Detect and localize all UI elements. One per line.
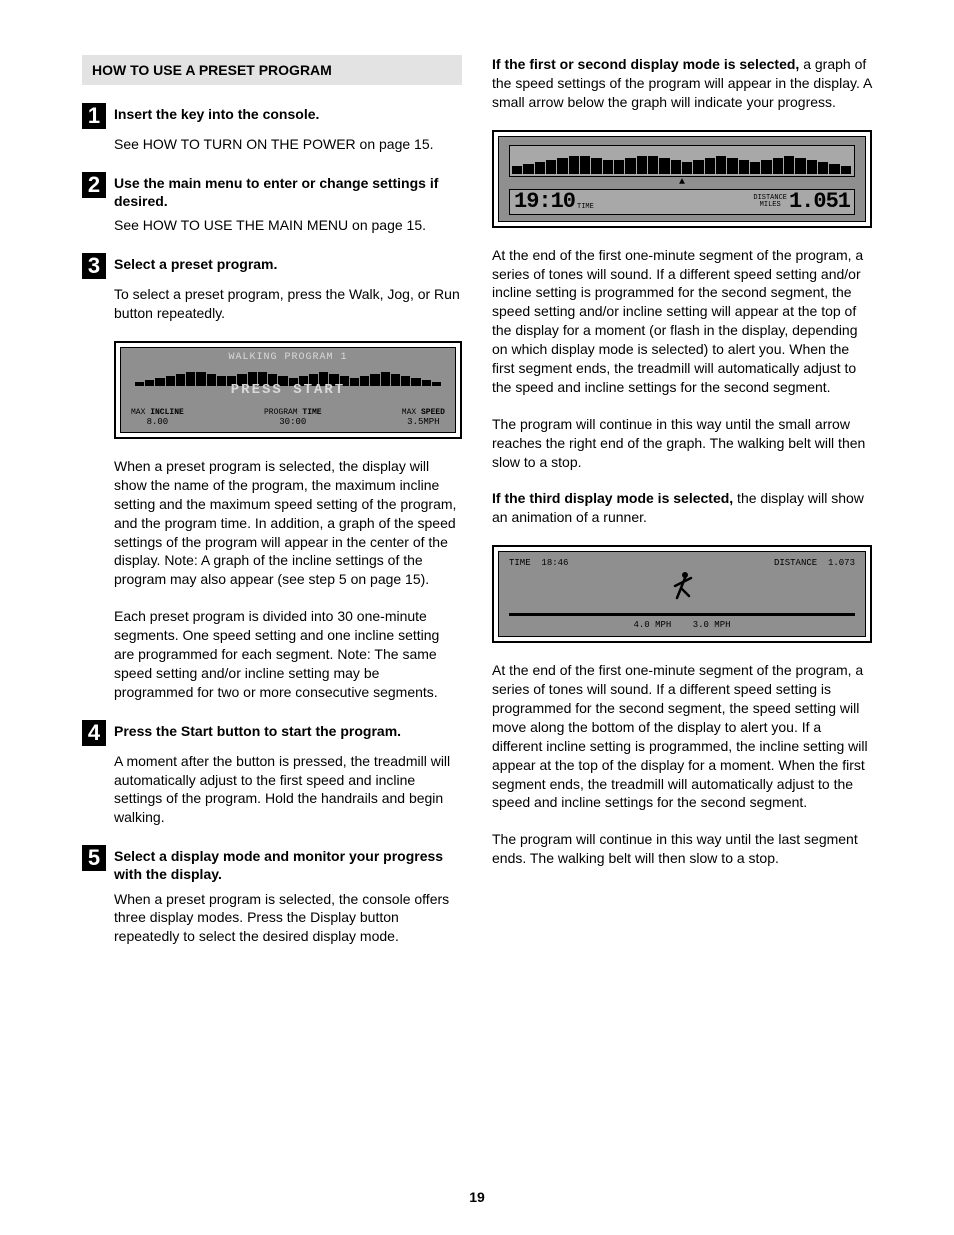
lcd-readout: 19:10 TIME DISTANCEMILES 1.051	[509, 189, 855, 215]
step-title: Select a display mode and monitor your p…	[114, 845, 462, 883]
lcd-distance: DISTANCE 1.073	[774, 558, 855, 568]
right-column: If the first or second display mode is s…	[492, 55, 872, 964]
section-header: HOW TO USE A PRESET PROGRAM	[82, 55, 462, 85]
step-number: 3	[82, 253, 106, 279]
step-body: Each preset program is divided into 30 o…	[114, 607, 462, 701]
bold-run: If the third display mode is selected,	[492, 490, 733, 506]
step-1: 1 Insert the key into the console.	[82, 103, 462, 129]
lcd-inner: TIME 18:46 DISTANCE 1.073 4.0 MPH 3.0 MP…	[498, 551, 866, 637]
lcd-inner: WALKING PROGRAM 1 PRESS START MAX INCLIN…	[120, 347, 456, 433]
lcd-max-incline: MAX INCLINE 8.00	[131, 409, 184, 428]
lcd-distance-value: 1.051	[789, 189, 854, 214]
step-title: Use the main menu to enter or change set…	[114, 172, 462, 210]
lcd-track-line	[509, 613, 855, 616]
step-body: When a preset program is selected, the d…	[114, 457, 462, 589]
paragraph: At the end of the first one-minute segme…	[492, 661, 872, 812]
paragraph: The program will continue in this way un…	[492, 830, 872, 868]
page-number: 19	[0, 1189, 954, 1205]
paragraph: The program will continue in this way un…	[492, 415, 872, 472]
lcd-mph-2: 3.0 MPH	[693, 620, 731, 630]
bold-run: If the first or second display mode is s…	[492, 56, 799, 72]
paragraph: At the end of the first one-minute segme…	[492, 246, 872, 397]
paragraph: If the third display mode is selected, t…	[492, 489, 872, 527]
lcd-mph-1: 4.0 MPH	[633, 620, 671, 630]
step-body: See HOW TO TURN ON THE POWER on page 15.	[114, 135, 462, 154]
lcd-time-label: TIME	[575, 203, 594, 214]
lcd-stats-row: MAX INCLINE 8.00 PROGRAM TIME 30:00 MAX …	[131, 409, 445, 428]
lcd-progress-graph	[509, 145, 855, 177]
lcd-distance-label: DISTANCEMILES	[753, 195, 789, 209]
step-body: When a preset program is selected, the c…	[114, 890, 462, 947]
lcd-runner-top-row: TIME 18:46 DISTANCE 1.073	[509, 558, 855, 568]
left-column: HOW TO USE A PRESET PROGRAM 1 Insert the…	[82, 55, 462, 964]
lcd-press-start: PRESS START	[121, 382, 455, 398]
step-body: A moment after the button is pressed, th…	[114, 752, 462, 828]
lcd-time-value: 19:10	[510, 189, 575, 214]
step-body: To select a preset program, press the Wa…	[114, 285, 462, 323]
lcd-panel-runner: TIME 18:46 DISTANCE 1.073 4.0 MPH 3.0 MP…	[492, 545, 872, 643]
step-number: 4	[82, 720, 106, 746]
lcd-panel-program: WALKING PROGRAM 1 PRESS START MAX INCLIN…	[114, 341, 462, 439]
step-body: See HOW TO USE THE MAIN MENU on page 15.	[114, 216, 462, 235]
step-title: Press the Start button to start the prog…	[114, 720, 401, 740]
lcd-inner: ▲ 19:10 TIME DISTANCEMILES 1.051	[498, 136, 866, 222]
step-number: 2	[82, 172, 106, 198]
lcd-runner-bottom-row: 4.0 MPH 3.0 MPH	[499, 620, 865, 630]
step-title: Select a preset program.	[114, 253, 277, 273]
lcd-progress-arrow: ▲	[499, 177, 865, 188]
step-number: 5	[82, 845, 106, 871]
page-columns: HOW TO USE A PRESET PROGRAM 1 Insert the…	[82, 55, 872, 964]
step-2: 2 Use the main menu to enter or change s…	[82, 172, 462, 210]
lcd-panel-progress: ▲ 19:10 TIME DISTANCEMILES 1.051	[492, 130, 872, 228]
lcd-program-title: WALKING PROGRAM 1	[121, 352, 455, 363]
step-3: 3 Select a preset program.	[82, 253, 462, 279]
lcd-program-time: PROGRAM TIME 30:00	[264, 409, 322, 428]
step-4: 4 Press the Start button to start the pr…	[82, 720, 462, 746]
lcd-time: TIME 18:46	[509, 558, 568, 568]
lcd-max-speed: MAX SPEED 3.5MPH	[402, 409, 445, 428]
paragraph: If the first or second display mode is s…	[492, 55, 872, 112]
runner-icon	[499, 570, 865, 611]
step-5: 5 Select a display mode and monitor your…	[82, 845, 462, 883]
step-title: Insert the key into the console.	[114, 103, 319, 123]
step-number: 1	[82, 103, 106, 129]
